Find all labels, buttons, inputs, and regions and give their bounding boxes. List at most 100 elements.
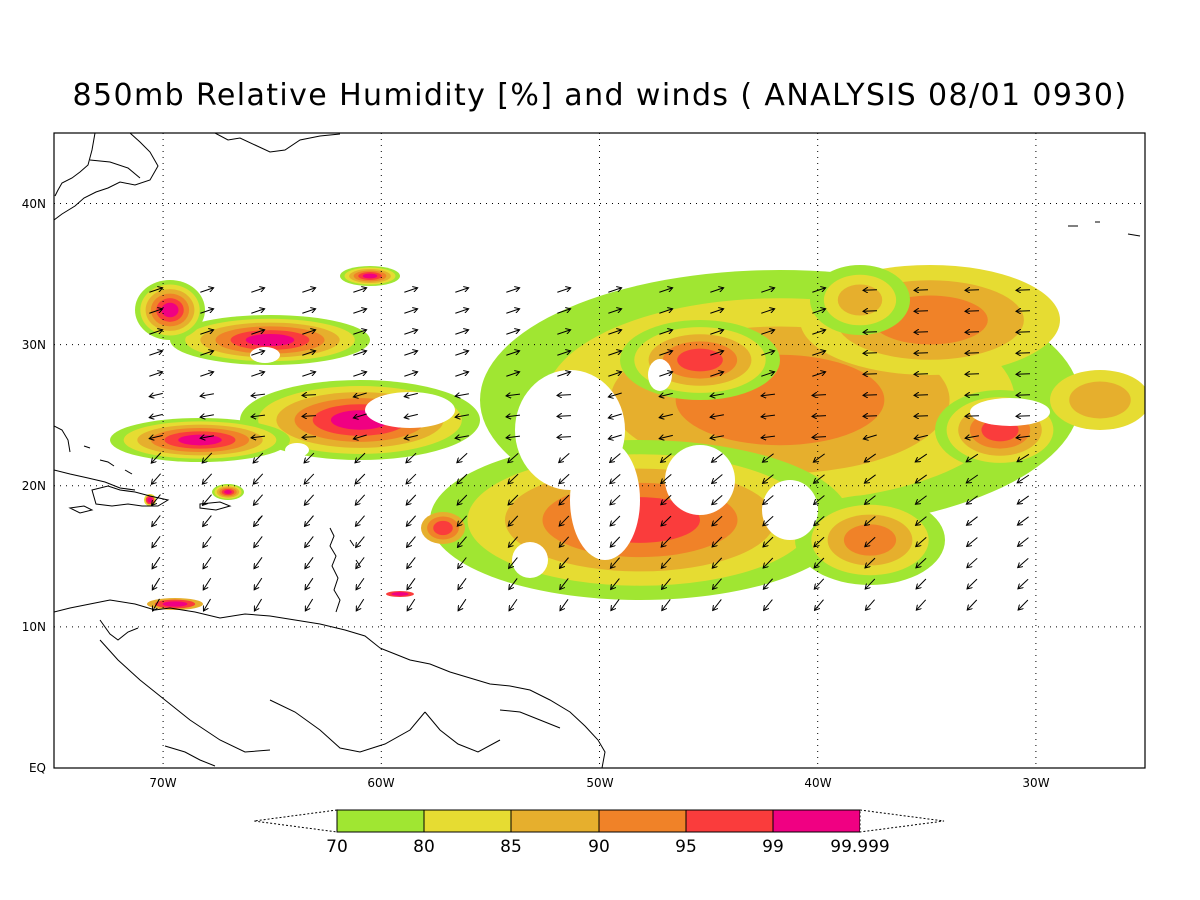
wind-arrow [149,393,163,396]
colorbar-label: 90 [588,837,610,857]
wind-arrow [506,394,521,396]
wind-arrow [661,557,672,568]
wind-arrow [915,495,927,505]
wind-arrow [253,494,263,506]
wind-arrow [557,288,570,293]
wind-arrow [355,473,366,484]
wind-arrow [865,557,876,568]
wind-arrow [863,332,878,333]
wind-arrow [814,578,825,589]
wind-arrow [457,494,468,505]
wind-vectors [149,288,1031,611]
wind-arrow [814,536,825,547]
wind-arrow [200,436,214,438]
humidity-contour [162,601,188,607]
wind-arrow [966,495,978,504]
wind-arrow [659,414,673,417]
wind-arrow [509,598,518,611]
wind-arrow [661,515,672,526]
map-frame [53,132,1146,769]
wind-arrow [455,330,468,335]
colorbar-swatch [772,809,861,833]
wind-arrow [659,393,673,396]
wind-arrow [712,515,723,526]
wind-arrow [559,515,570,526]
wind-arrow [659,372,672,377]
wind-arrow [353,413,367,418]
wind-arrow [305,557,314,568]
wind-arrow [967,578,978,589]
humidity-shading [110,265,1145,610]
dry-region [365,392,455,428]
wind-arrow [1016,395,1031,396]
wind-arrow [965,374,980,375]
coastlines [54,133,1141,768]
wind-arrow [200,372,213,377]
wind-arrow [610,515,621,526]
humidity-contour [245,333,295,347]
wind-arrow [353,434,367,439]
wind-arrow [812,416,827,417]
dry-region [762,480,818,540]
wind-arrow [557,437,572,438]
wind-arrow [353,392,367,397]
wind-arrow [914,290,929,291]
longitude-labels: 70W 60W 50W 40W 30W [149,776,1049,790]
lat-label: 40N [22,197,46,211]
wind-arrow [506,372,519,377]
colorbar-label: 85 [500,837,522,857]
wind-arrow [254,598,263,611]
wind-arrow [203,515,212,527]
humidity-contour [178,434,222,446]
wind-arrow [965,436,979,438]
wind-arrow [304,473,315,484]
wind-arrow [965,416,980,417]
wind-arrow [813,453,825,462]
wind-arrow [914,435,928,438]
lon-label: 30W [1022,776,1049,790]
wind-arrow [251,415,266,417]
wind-arrow [710,309,723,314]
humidity-contour [837,284,883,316]
wind-arrow [302,330,315,335]
wind-arrow [407,557,416,568]
humidity-contour [843,524,897,556]
wind-arrow [914,332,929,333]
wind-arrow [254,515,263,527]
wind-arrow [152,556,161,569]
wind-arrow [761,394,776,396]
wind-arrow [152,536,161,547]
lon-label: 50W [586,776,613,790]
wind-arrow [610,473,621,483]
wind-arrow [355,515,365,527]
wind-arrow [455,309,468,314]
lon-label: 40W [804,776,831,790]
wind-arrow [302,351,315,356]
wind-arrow [200,330,213,335]
wind-arrow [661,453,672,463]
wind-arrow [356,577,365,590]
wind-arrow [404,435,418,438]
wind-arrow [763,515,774,525]
wind-arrow [710,330,723,335]
wind-arrow [203,556,212,569]
wind-arrow [304,494,315,505]
wind-arrow [608,413,622,418]
wind-arrow [353,330,366,335]
dry-region [512,542,548,578]
wind-arrow [202,473,213,484]
wind-arrow [356,557,365,568]
wind-arrow [455,415,469,417]
wind-arrow [302,437,317,438]
colorbar-label: 99.999 [830,837,889,857]
wind-arrow [865,578,876,589]
wind-arrow [610,453,621,462]
wind-arrow [557,416,572,417]
wind-arrow [302,372,315,377]
wind-arrow [763,557,774,568]
wind-arrow [916,537,927,546]
wind-arrow [965,290,980,291]
wind-arrow [812,309,825,314]
wind-arrow [203,536,212,547]
wind-arrow [815,599,824,611]
